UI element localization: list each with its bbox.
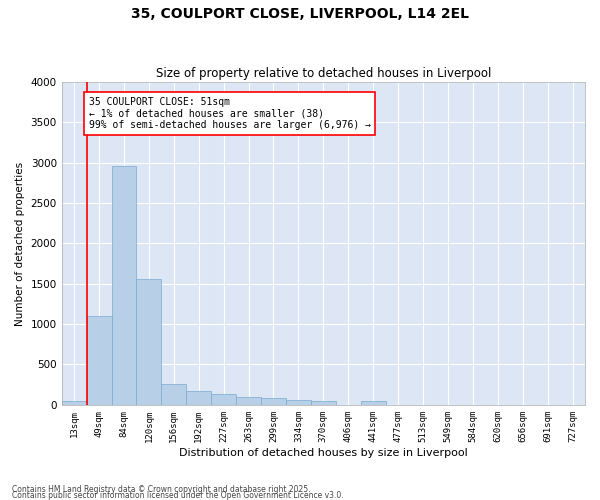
Bar (86, 316, 112, 405)
Bar (311, 401, 336, 405)
Text: 35 COULPORT CLOSE: 51sqm
← 1% of detached houses are smaller (38)
99% of semi-de: 35 COULPORT CLOSE: 51sqm ← 1% of detache… (89, 96, 371, 130)
Bar (211, 394, 236, 405)
Bar (286, 400, 311, 405)
Bar (236, 397, 261, 405)
Text: Contains HM Land Registry data © Crown copyright and database right 2025.: Contains HM Land Registry data © Crown c… (12, 484, 311, 494)
Bar (112, 166, 136, 405)
Text: Contains public sector information licensed under the Open Government Licence v3: Contains public sector information licen… (12, 490, 344, 500)
Bar (136, 279, 161, 405)
Bar (186, 390, 211, 405)
Bar (62, 401, 86, 405)
X-axis label: Distribution of detached houses by size in Liverpool: Distribution of detached houses by size … (179, 448, 468, 458)
Bar (161, 384, 186, 405)
Text: 35, COULPORT CLOSE, LIVERPOOL, L14 2EL: 35, COULPORT CLOSE, LIVERPOOL, L14 2EL (131, 8, 469, 22)
Bar (261, 398, 286, 405)
Title: Size of property relative to detached houses in Liverpool: Size of property relative to detached ho… (155, 66, 491, 80)
Y-axis label: Number of detached properties: Number of detached properties (15, 162, 25, 326)
Bar (361, 401, 386, 405)
